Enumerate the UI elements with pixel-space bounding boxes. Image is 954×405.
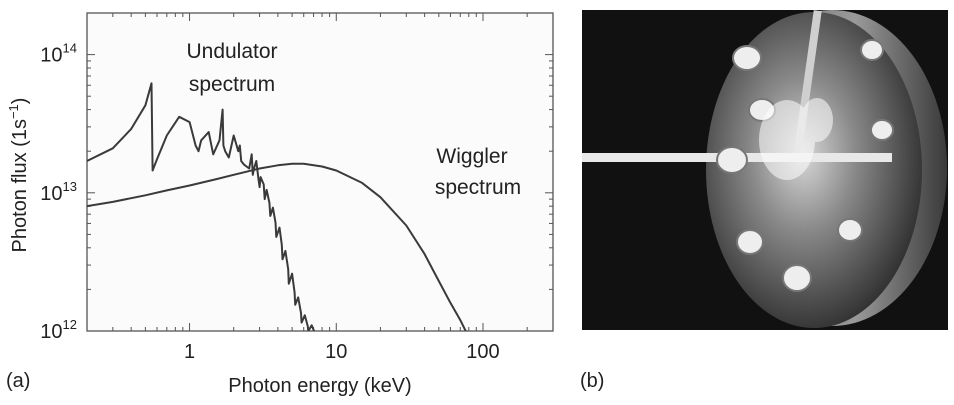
wiggler-label-line-1: Wiggler [436,145,507,168]
bolt [860,39,884,61]
plot-frame [86,12,554,332]
y-tick-exponent: 13 [63,179,77,194]
undulator-spectrum-line [87,82,316,331]
y-tick-exponent: 14 [63,41,77,56]
sample-holder-photo [582,10,948,330]
undulator-label-line-2: spectrum [189,73,275,96]
y-tick-base: 10 [40,321,62,343]
flange-bolts [716,39,894,292]
y-tick-label: 1013 [40,179,77,205]
undulator-label-line-1: Undulator [186,40,277,63]
y-tick-label: 1014 [40,41,77,67]
highlight [801,98,833,142]
panel-a-label: (a) [6,370,31,392]
x-tick-label: 1 [184,341,195,363]
bolt [782,264,812,292]
x-tick-label: 10 [325,341,347,363]
highlights [759,98,833,180]
wiggler-spectrum-line [87,162,467,331]
bolt [870,119,894,141]
x-tick-label: 100 [466,341,499,363]
bolt [736,229,764,255]
y-axis-label-main: Photon flux (1s [9,119,31,252]
bolt [837,218,863,242]
y-tick-base: 10 [40,45,62,67]
panel-b-label: (b) [580,370,605,392]
y-axis-label: Photon flux (1s−1) [6,98,31,253]
y-tick-exponent: 12 [63,317,77,332]
y-tick-label: 1012 [40,317,77,343]
bolt [716,146,748,174]
wiggler-label-line-2: spectrum [435,176,521,199]
y-tick-base: 10 [40,183,62,205]
y-axis-label-end: ) [9,98,31,105]
bolt [732,45,762,71]
y-axis-label-superscript: −1 [6,104,21,119]
x-axis-label: Photon energy (keV) [228,375,411,397]
